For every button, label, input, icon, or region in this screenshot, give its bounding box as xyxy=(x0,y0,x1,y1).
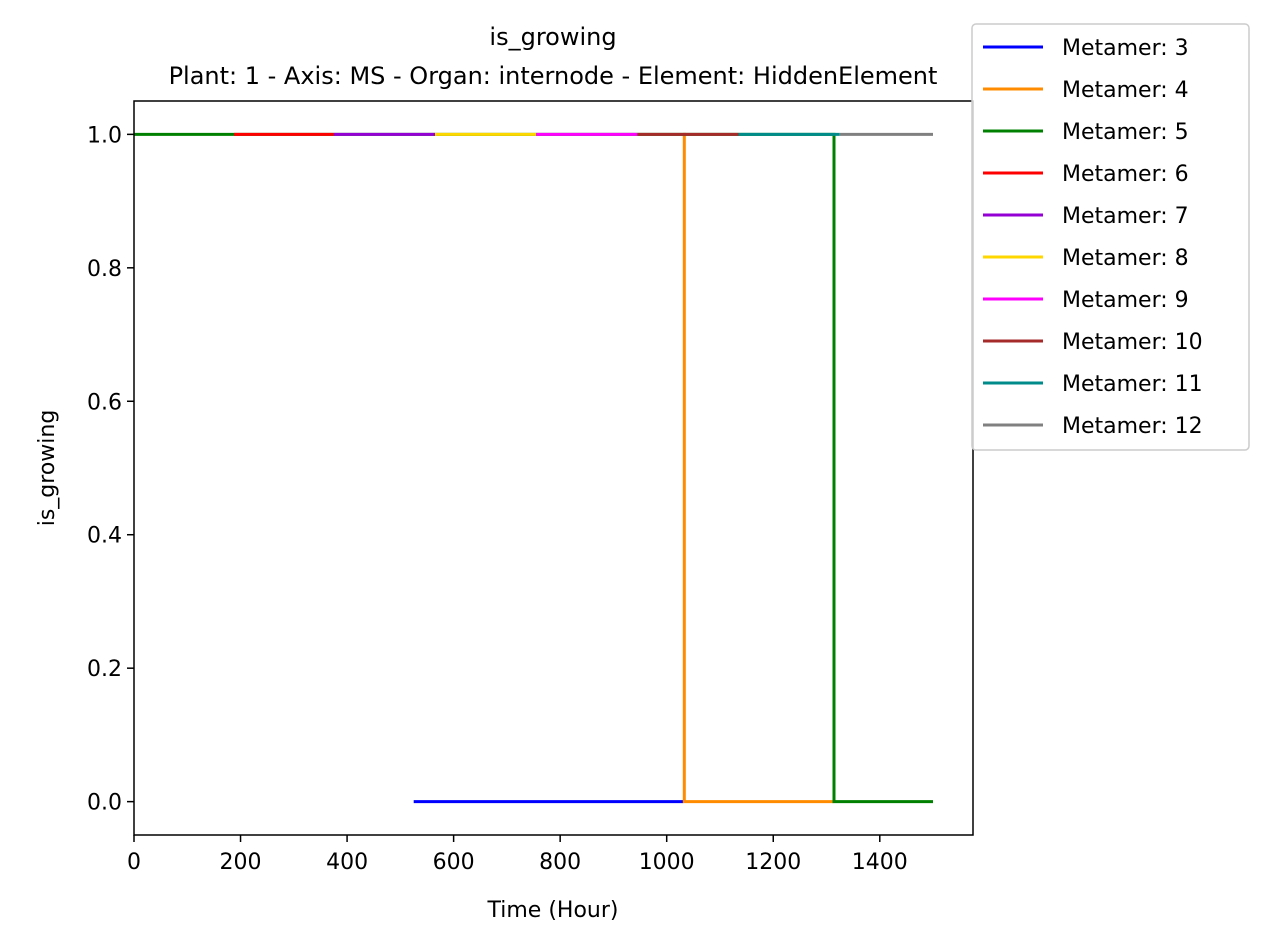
legend-label: Metamer: 8 xyxy=(1062,246,1189,271)
y-tick-label: 0.0 xyxy=(87,791,122,816)
chart-title: is_growing xyxy=(489,23,616,51)
x-tick-label: 1200 xyxy=(745,850,801,875)
x-tick-label: 200 xyxy=(220,850,262,875)
legend-label: Metamer: 9 xyxy=(1062,288,1189,313)
x-tick-label: 1400 xyxy=(852,850,908,875)
x-axis-label: Time (Hour) xyxy=(487,898,619,923)
legend-label: Metamer: 5 xyxy=(1062,120,1189,145)
y-tick-label: 0.8 xyxy=(87,257,122,282)
x-tick-label: 400 xyxy=(326,850,368,875)
x-axis-ticks: 0 200 400 600 800 1000 1200 1400 xyxy=(127,835,908,875)
plot-area-frame xyxy=(133,100,974,836)
y-tick-label: 1.0 xyxy=(87,123,122,148)
y-tick-label: 0.2 xyxy=(87,657,122,682)
legend-label: Metamer: 4 xyxy=(1062,78,1189,103)
chart-subtitle: Plant: 1 - Axis: MS - Organ: internode -… xyxy=(169,62,938,90)
legend-label: Metamer: 7 xyxy=(1062,204,1189,229)
x-tick-label: 0 xyxy=(127,850,141,875)
y-tick-label: 0.6 xyxy=(87,390,122,415)
legend-label: Metamer: 12 xyxy=(1062,414,1203,439)
legend-label: Metamer: 3 xyxy=(1062,36,1189,61)
legend-label: Metamer: 6 xyxy=(1062,162,1189,187)
x-tick-label: 1000 xyxy=(639,850,695,875)
y-axis-ticks: 0.0 0.2 0.4 0.6 0.8 1.0 xyxy=(87,123,134,816)
x-tick-label: 800 xyxy=(539,850,581,875)
series-layer xyxy=(134,132,933,804)
legend: Metamer: 3 Metamer: 4 Metamer: 5 Metamer: 6… xyxy=(971,23,1250,451)
legend-label: Metamer: 11 xyxy=(1062,372,1203,397)
legend-label: Metamer: 10 xyxy=(1062,330,1203,355)
y-tick-label: 0.4 xyxy=(87,524,122,549)
x-tick-label: 600 xyxy=(433,850,475,875)
y-axis-label: is_growing xyxy=(35,410,60,527)
